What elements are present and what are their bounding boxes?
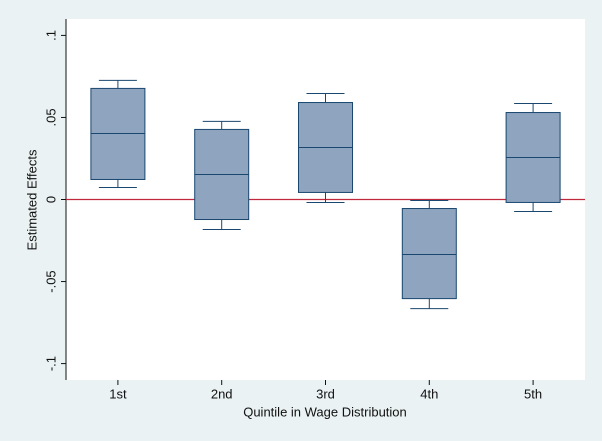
y-tick-label: .1 xyxy=(43,30,58,41)
x-tick-label: 2nd xyxy=(211,386,233,401)
x-tick-label: 3rd xyxy=(316,386,335,401)
x-axis-title: Quintile in Wage Distribution xyxy=(243,404,407,419)
x-tick-label: 5th xyxy=(524,386,542,401)
y-tick-label: -.05 xyxy=(43,270,58,292)
y-tick-label: .05 xyxy=(43,108,58,126)
x-tick-label: 4th xyxy=(420,386,438,401)
y-tick-label: 0 xyxy=(43,196,58,203)
y-tick-label: -.1 xyxy=(43,356,58,371)
box xyxy=(401,208,457,300)
x-tick-label: 1st xyxy=(109,386,127,401)
y-axis-title: Estimated Effects xyxy=(24,149,39,250)
